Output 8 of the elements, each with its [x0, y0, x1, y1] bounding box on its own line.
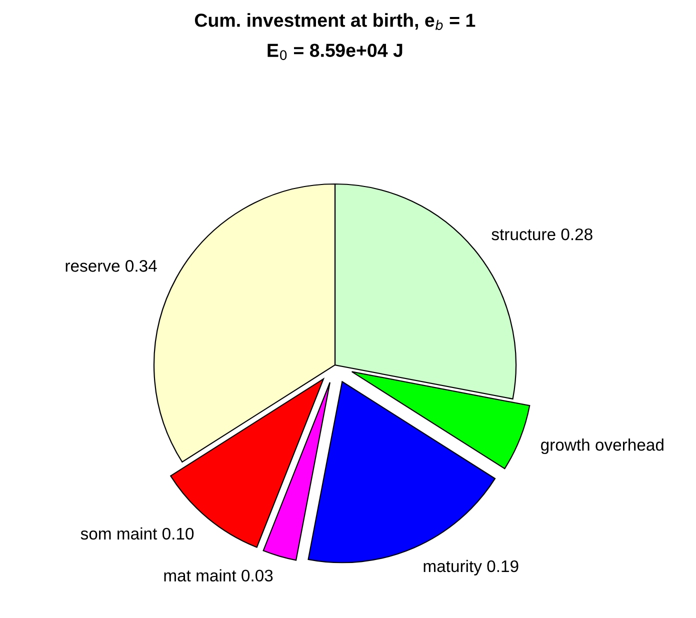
- slice-label: maturity 0.19: [424, 560, 518, 576]
- slice-label: growth overhead: [541, 438, 664, 454]
- slice-label: som maint 0.10: [80, 527, 194, 540]
- chart-title: Cum. investment at birth, e$_{b}$ = 1: [194, 13, 476, 30]
- slice-label: mat maint 0.03: [164, 569, 273, 582]
- slice-label: structure 0.28: [492, 228, 592, 240]
- slice-label: reserve 0.34: [66, 260, 157, 272]
- chart-subtitle: E$_{0}$ = 8.59e+04 J: [268, 44, 402, 60]
